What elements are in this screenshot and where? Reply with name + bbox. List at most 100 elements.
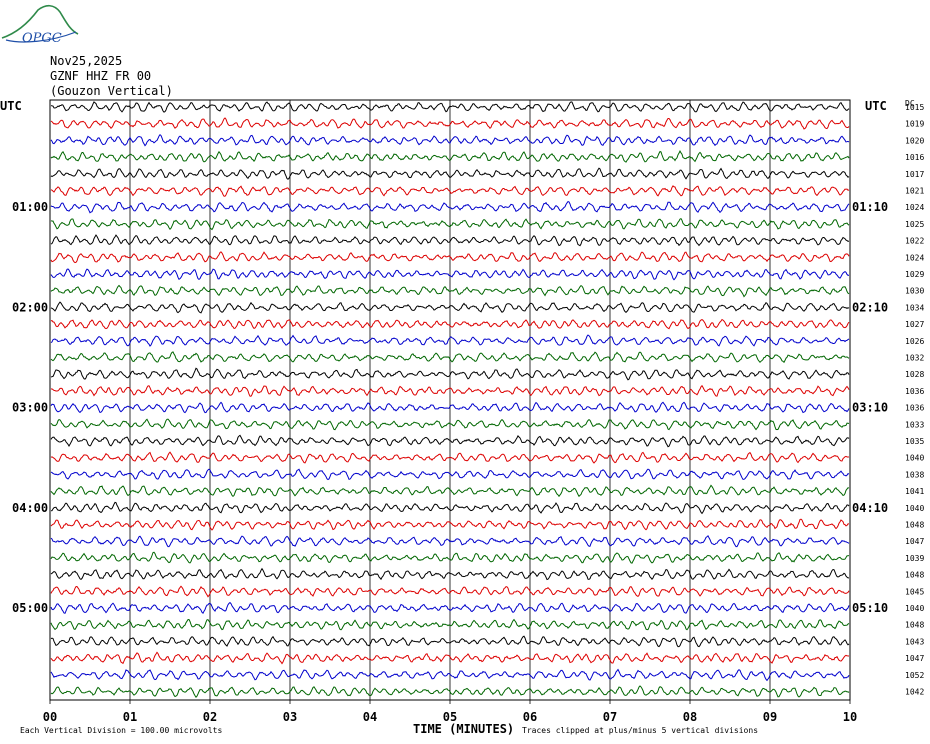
dc-offset-label: 1032	[905, 354, 924, 363]
dc-offset-label: 1042	[905, 688, 924, 697]
seismic-trace-14	[50, 318, 850, 330]
dc-offset-label: 1025	[905, 220, 924, 229]
logo-swoosh	[5, 31, 77, 43]
seismic-trace-23	[50, 468, 850, 481]
dc-offset-label: 1034	[905, 303, 924, 312]
left-utc-header: UTC	[0, 99, 22, 113]
seismic-trace-17	[50, 367, 850, 381]
x-tick-label: 04	[363, 710, 377, 724]
dc-offset-label: 1040	[905, 504, 924, 513]
seismic-trace-21	[50, 434, 850, 448]
seismic-trace-32	[50, 618, 850, 631]
x-tick-label: 03	[283, 710, 297, 724]
seismic-trace-27	[50, 534, 850, 548]
clipping-note: Traces clipped at plus/minus 5 vertical …	[522, 726, 758, 735]
dc-offset-label: 1030	[905, 287, 924, 296]
left-time-label: 05:00	[12, 601, 48, 615]
seismic-trace-34	[50, 651, 850, 665]
seismic-trace-8	[50, 217, 850, 231]
seismic-trace-15	[50, 334, 850, 347]
x-tick-label: 01	[123, 710, 137, 724]
logo-mountain-shape	[1, 4, 79, 39]
left-time-label: 02:00	[12, 300, 48, 314]
left-time-label: 01:00	[12, 200, 48, 214]
dc-offset-label: 1038	[905, 470, 924, 479]
dc-offset-label: 1027	[905, 320, 924, 329]
dc-offset-label: 1048	[905, 571, 924, 580]
seismic-trace-6	[50, 185, 850, 197]
seismic-trace-28	[50, 551, 850, 564]
seismic-trace-29	[50, 567, 849, 581]
dc-offset-label: 1019	[905, 120, 924, 129]
dc-offset-label: 1016	[905, 153, 924, 162]
seismic-trace-36	[50, 685, 850, 699]
seismic-trace-4	[50, 150, 850, 163]
x-axis-title: TIME (MINUTES)	[413, 722, 514, 736]
left-time-label: 03:00	[12, 401, 48, 415]
seismic-trace-3	[50, 133, 850, 147]
dc-offset-label: 1020	[905, 136, 924, 145]
x-tick-label: 08	[683, 710, 697, 724]
right-time-label: 04:10	[852, 501, 888, 515]
seismic-trace-22	[50, 451, 850, 464]
dc-offset-label: 1022	[905, 237, 924, 246]
dc-offset-label: 1052	[905, 671, 924, 680]
dc-offset-label: 1047	[905, 537, 924, 546]
dc-offset-label: 1029	[905, 270, 924, 279]
x-tick-label: 07	[603, 710, 617, 724]
seismic-trace-11	[50, 268, 850, 281]
right-time-label: 01:10	[852, 200, 888, 214]
opgc-logo: OPGC	[1, 4, 79, 46]
dc-offset-label: 1026	[905, 337, 924, 346]
x-tick-label: 09	[763, 710, 777, 724]
dc-offset-label: 1048	[905, 621, 924, 630]
seismic-trace-26	[50, 518, 849, 531]
seismic-trace-5	[50, 167, 850, 180]
seismic-trace-13	[50, 301, 850, 314]
plot-date: Nov25,2025	[50, 54, 123, 68]
dc-offset-label: 1035	[905, 437, 924, 446]
seismic-trace-18	[50, 384, 850, 397]
dc-offset-label: 1039	[905, 554, 924, 563]
seismic-trace-35	[50, 668, 850, 682]
seismic-trace-20	[50, 418, 850, 431]
right-time-label: 03:10	[852, 401, 888, 415]
dc-offset-label: 1024	[905, 203, 924, 212]
dc-offset-label: 1017	[905, 170, 924, 179]
seismic-trace-12	[50, 284, 850, 298]
dc-offset-label: 1043	[905, 637, 924, 646]
dc-offset-label: 1041	[905, 487, 924, 496]
dc-offset-label: 1036	[905, 404, 924, 413]
seismic-trace-31	[50, 601, 850, 615]
left-time-label: 04:00	[12, 501, 48, 515]
dc-offset-label: 1045	[905, 587, 924, 596]
seismic-trace-30	[50, 585, 850, 598]
seismic-trace-16	[50, 351, 850, 364]
dc-offset-label: 1047	[905, 654, 924, 663]
station-code: GZNF HHZ FR 00	[50, 69, 152, 83]
dc-offset-label: 1015	[905, 103, 924, 112]
dc-offset-label: 1036	[905, 387, 924, 396]
seismic-trace-25	[50, 501, 850, 515]
dc-offset-label: 1033	[905, 420, 924, 429]
station-location: (Gouzon Vertical)	[50, 84, 173, 98]
seismic-trace-2	[50, 117, 850, 130]
seismic-trace-24	[50, 484, 850, 498]
right-time-label: 05:10	[852, 601, 888, 615]
seismic-trace-19	[50, 401, 850, 414]
dc-offset-label: 1040	[905, 454, 924, 463]
vertical-scale-note: Each Vertical Division = 100.00 microvol…	[20, 726, 222, 735]
x-tick-label: 00	[43, 710, 57, 724]
dc-offset-label: 1048	[905, 521, 924, 530]
right-time-label: 02:10	[852, 300, 888, 314]
x-tick-label: 06	[523, 710, 537, 724]
seismic-trace-9	[50, 234, 850, 247]
dc-column-header: DC	[905, 99, 915, 108]
seismic-trace-7	[50, 201, 850, 214]
x-tick-label: 10	[843, 710, 857, 724]
seismic-trace-1	[50, 101, 850, 113]
x-tick-label: 05	[443, 710, 457, 724]
dc-offset-label: 1024	[905, 253, 924, 262]
dc-offset-label: 1028	[905, 370, 924, 379]
